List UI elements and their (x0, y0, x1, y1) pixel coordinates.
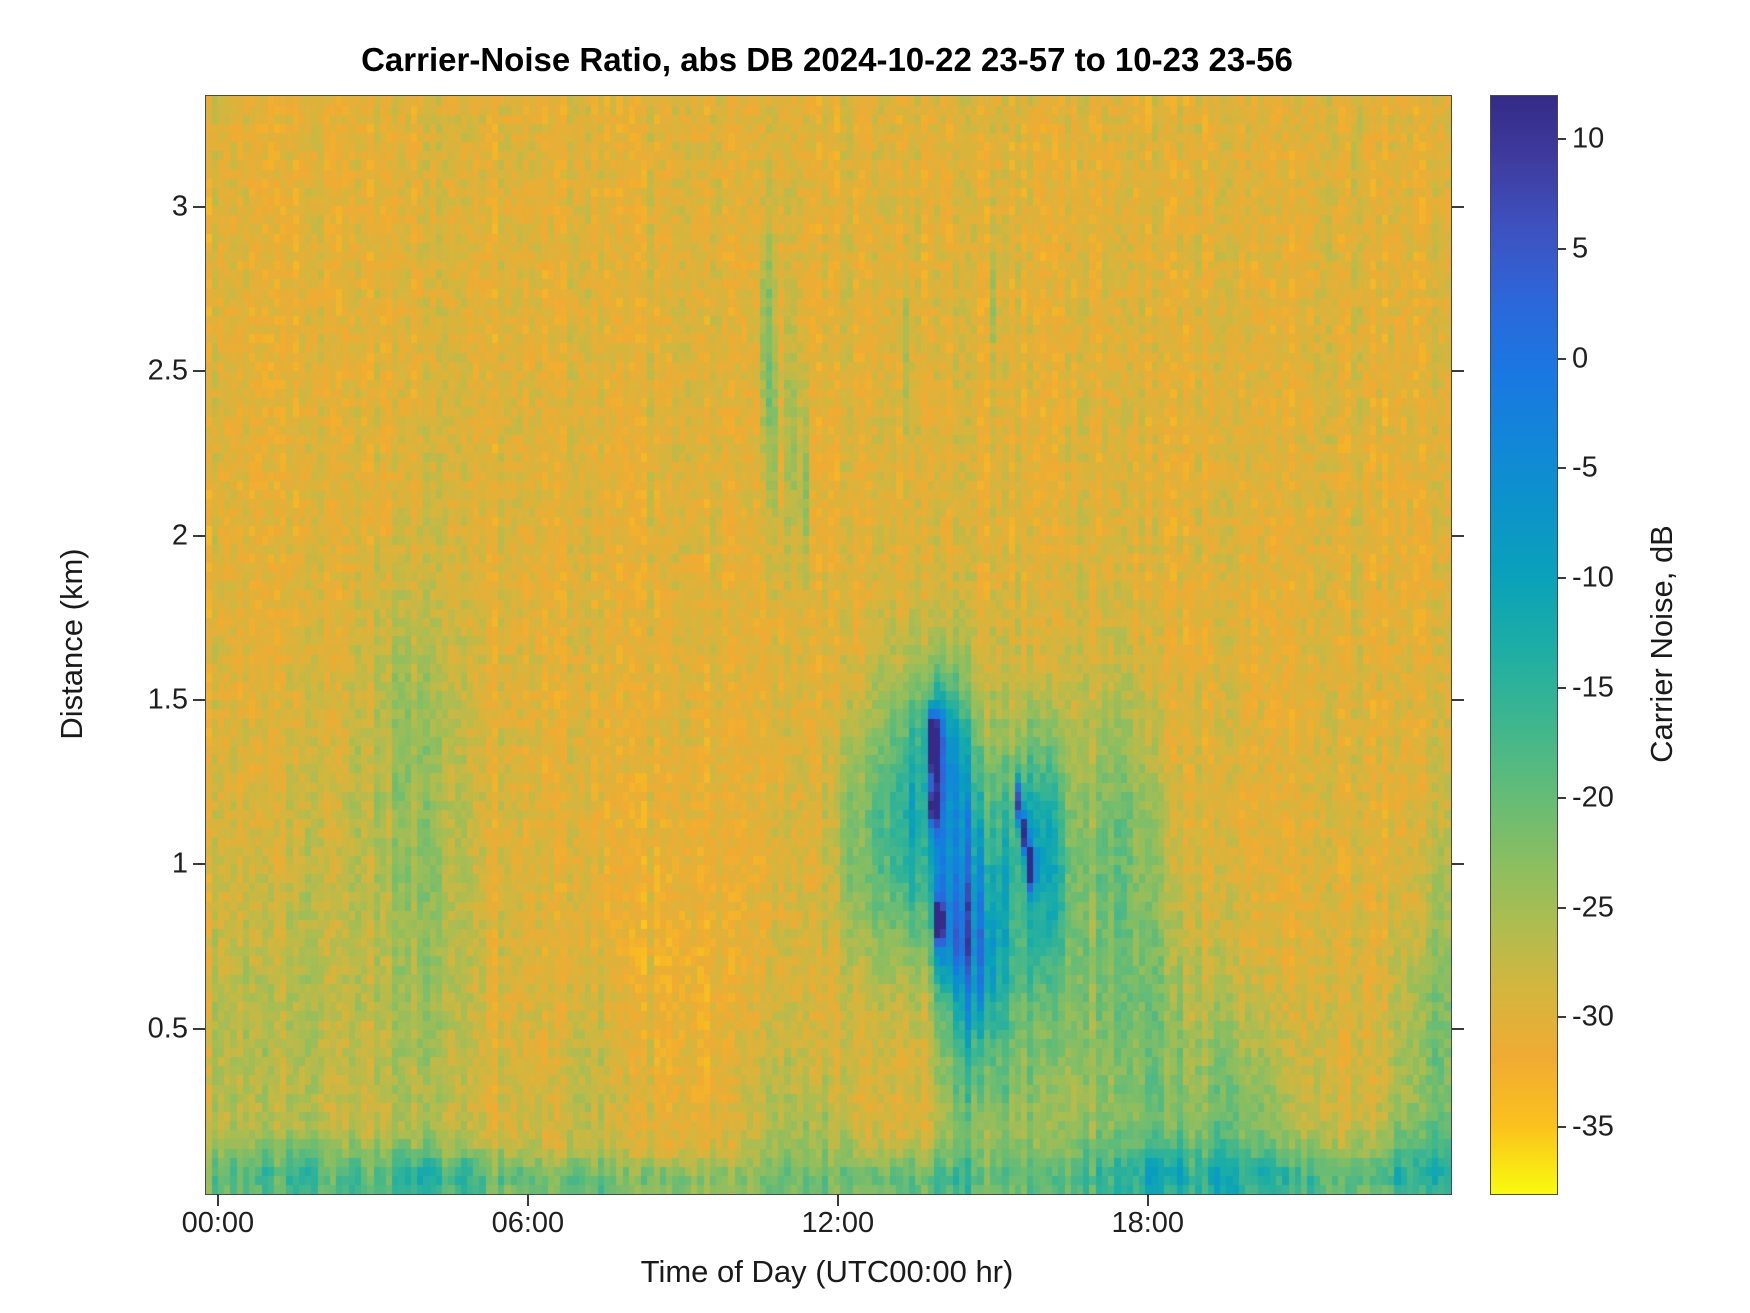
colorbar-tick-mark (1558, 577, 1566, 580)
y-tick-mark (193, 698, 205, 701)
colorbar-tick-label: -25 (1572, 891, 1614, 924)
y-tick-mark (193, 534, 205, 537)
x-axis-label: Time of Day (UTC00:00 hr) (640, 1254, 1014, 1289)
x-tick-label: 06:00 (491, 1207, 565, 1239)
y-tick-label: 1 (171, 847, 188, 880)
y-tick-label: 0.5 (147, 1012, 188, 1045)
colorbar-tick-mark (1558, 1126, 1566, 1129)
colorbar-gradient (1491, 96, 1557, 1194)
y-tick-mark (193, 863, 205, 866)
heatmap-canvas (206, 96, 1451, 1194)
y-tick-mark (193, 370, 205, 373)
y-tick-label: 2.5 (147, 354, 188, 387)
colorbar-tick-label: -10 (1572, 561, 1614, 594)
x-tick-label: 12:00 (801, 1207, 875, 1239)
y-tick-mark-right (1452, 205, 1464, 208)
y-tick-label: 1.5 (147, 683, 188, 716)
y-tick-mark (193, 205, 205, 208)
heatmap-plot (205, 95, 1452, 1195)
x-tick-mark (836, 1194, 839, 1206)
colorbar-tick-mark (1558, 467, 1566, 470)
x-tick-mark (1146, 1194, 1149, 1206)
x-tick-label: 00:00 (181, 1207, 255, 1239)
colorbar-tick-mark (1558, 247, 1566, 250)
y-tick-label: 3 (171, 190, 188, 223)
colorbar-tick-label: -15 (1572, 671, 1614, 704)
colorbar-tick-mark (1558, 686, 1566, 689)
y-tick-label: 2 (171, 519, 188, 551)
colorbar-label: Carrier Noise, dB (1644, 525, 1679, 763)
x-tick-mark (526, 1194, 529, 1206)
colorbar-tick-mark (1558, 796, 1566, 799)
colorbar-tick-label: -20 (1572, 781, 1614, 814)
y-axis-label: Distance (km) (54, 548, 89, 740)
chart-title: Carrier-Noise Ratio, abs DB 2024-10-22 2… (361, 41, 1293, 78)
y-tick-mark-right (1452, 698, 1464, 701)
colorbar-tick-label: -5 (1572, 451, 1598, 484)
colorbar-tick-mark (1558, 1016, 1566, 1019)
colorbar-tick-mark (1558, 137, 1566, 140)
colorbar-tick-label: -30 (1572, 1000, 1614, 1033)
y-tick-mark (193, 1027, 205, 1030)
y-tick-mark-right (1452, 863, 1464, 866)
y-tick-mark-right (1452, 1027, 1464, 1030)
x-tick-mark (216, 1194, 219, 1206)
colorbar (1490, 95, 1558, 1195)
colorbar-tick-label: 5 (1572, 232, 1589, 265)
colorbar-tick-label: 0 (1572, 342, 1589, 375)
colorbar-tick-mark (1558, 906, 1566, 909)
colorbar-tick-label: 10 (1572, 122, 1605, 155)
colorbar-tick-mark (1558, 357, 1566, 360)
colorbar-tick-label: -35 (1572, 1110, 1614, 1143)
x-tick-label: 18:00 (1111, 1207, 1185, 1239)
y-tick-mark-right (1452, 534, 1464, 537)
y-tick-mark-right (1452, 370, 1464, 373)
